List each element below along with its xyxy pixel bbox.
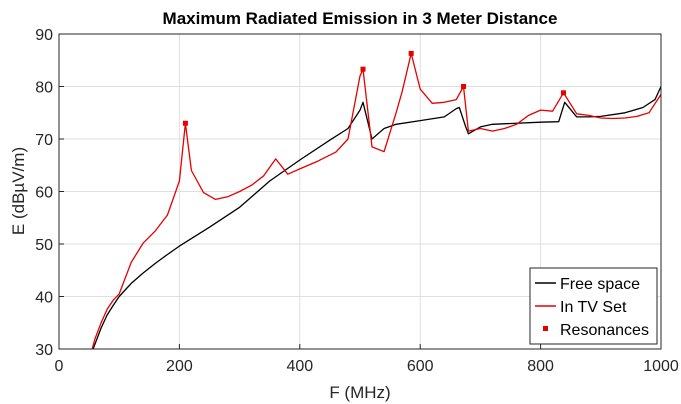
series-line-free-space xyxy=(92,86,661,349)
legend: Free space In TV Set Resonances xyxy=(529,267,658,345)
y-tick-label: 80 xyxy=(35,80,53,97)
x-axis-ticks: 0 200 400 600 800 1000 xyxy=(55,344,679,375)
x-tick-label: 600 xyxy=(407,358,434,375)
legend-swatch-resonances xyxy=(543,326,548,331)
legend-label-in-tv-set: In TV Set xyxy=(560,299,627,316)
resonance-marker xyxy=(461,84,467,89)
series-line-in-tv-set xyxy=(91,52,661,349)
y-axis-label: E (dBµV/m) xyxy=(9,147,28,235)
x-tick-label: 400 xyxy=(286,358,313,375)
y-axis-ticks: 30 40 50 60 70 80 90 xyxy=(35,27,64,359)
chart-title: Maximum Radiated Emission in 3 Meter Dis… xyxy=(163,9,558,28)
y-tick-label: 30 xyxy=(35,342,53,359)
y-tick-label: 70 xyxy=(35,132,53,149)
x-tick-label: 200 xyxy=(166,358,193,375)
resonance-marker xyxy=(182,120,188,126)
x-tick-label: 1000 xyxy=(643,358,679,375)
resonance-marker xyxy=(408,50,414,56)
resonance-marker xyxy=(560,90,566,96)
y-tick-label: 90 xyxy=(35,27,53,44)
y-tick-label: 50 xyxy=(35,237,53,254)
series-layer xyxy=(91,50,661,349)
x-tick-label: 0 xyxy=(55,358,64,375)
legend-label-free-space: Free space xyxy=(560,276,640,293)
x-tick-label: 800 xyxy=(527,358,554,375)
x-axis-label: F (MHz) xyxy=(329,383,390,402)
y-tick-label: 40 xyxy=(35,290,53,307)
y-tick-label: 60 xyxy=(35,185,53,202)
legend-label-resonances: Resonances xyxy=(560,322,649,339)
resonance-marker xyxy=(360,66,366,72)
